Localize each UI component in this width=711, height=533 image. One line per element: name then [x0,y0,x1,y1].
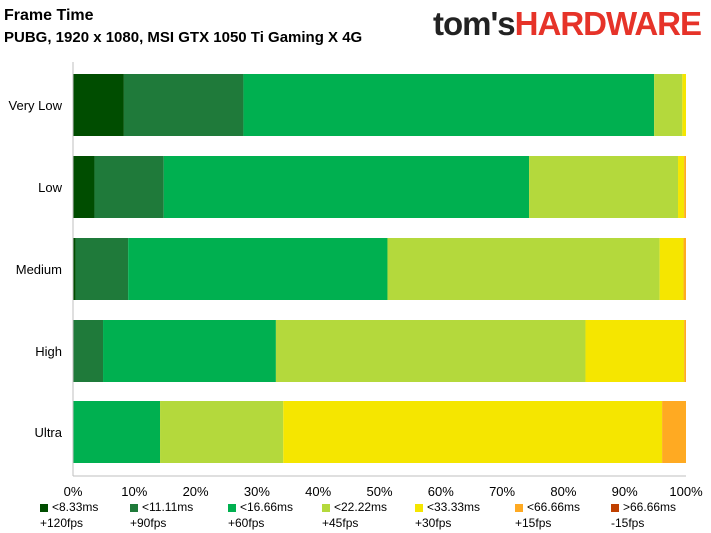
legend-swatch [228,504,236,512]
bar-segment-2-0 [73,238,76,300]
legend-fps-label: +15fps [515,516,552,530]
legend-fps-label: +120fps [40,516,84,530]
bar-segment-3-1 [73,320,104,382]
legend-swatch [611,504,619,512]
bar-segment-4-2 [73,401,161,463]
legend-swatch [130,504,138,512]
legend-label: <66.66ms [527,500,581,514]
legend-fps-label: +60fps [228,516,265,530]
legend-label: >66.66ms [623,500,677,514]
bar-segment-0-3 [654,74,683,136]
x-tick-label: 50% [366,484,392,499]
bar-segment-1-4 [678,156,685,218]
bar-segment-2-3 [387,238,660,300]
bar-segment-0-2 [243,74,655,136]
bar-segment-0-0 [73,74,124,136]
x-tick-label: 70% [489,484,515,499]
bar-segment-3-4 [585,320,685,382]
bar-segment-3-3 [275,320,586,382]
bar-segment-2-4 [659,238,684,300]
legend-fps-label: +30fps [415,516,452,530]
brand-logo: tom'sHARDWARE [432,5,702,42]
x-tick-label: 90% [612,484,638,499]
chart-title: Frame Time [4,7,94,24]
x-tick-label: 0% [64,484,83,499]
legend-fps-label: +90fps [130,516,167,530]
bar-segment-2-1 [75,238,129,300]
bar-segment-1-1 [94,156,164,218]
legend-label: <11.11ms [142,500,194,514]
bar-segment-1-0 [73,156,95,218]
x-tick-label: 60% [428,484,454,499]
bar-segment-3-5 [684,320,686,382]
x-tick-label: 10% [121,484,147,499]
category-label: Very Low [9,98,63,113]
x-tick-label: 80% [550,484,576,499]
x-tick-label: 40% [305,484,331,499]
bar-segment-2-2 [128,238,388,300]
bar-segment-1-2 [163,156,530,218]
legend-label: <16.66ms [240,500,294,514]
x-tick-label: 100% [669,484,703,499]
legend-fps-label: -15fps [611,516,645,530]
legend-swatch [515,504,523,512]
bar-segment-4-4 [283,401,663,463]
bar-segment-1-3 [529,156,679,218]
legend-swatch [322,504,330,512]
legend-swatch [415,504,423,512]
legend-label: <33.33ms [427,500,481,514]
category-label: Medium [16,262,62,277]
legend-label: <22.22ms [334,500,388,514]
bar-segment-0-4 [682,74,686,136]
legend-fps-label: +45fps [322,516,359,530]
category-label: High [35,344,62,359]
chart-subtitle: PUBG, 1920 x 1080, MSI GTX 1050 Ti Gamin… [4,29,363,46]
legend-label: <8.33ms [52,500,99,514]
bar-segment-4-3 [160,401,284,463]
bar-segment-3-2 [103,320,276,382]
x-tick-label: 30% [244,484,270,499]
bar-segment-2-5 [683,238,686,300]
chart-legend: <8.33ms +120fps <11.11ms +90fps <16.66ms +60f… [0,500,711,533]
x-tick-label: 20% [183,484,209,499]
legend-swatch [40,504,48,512]
stacked-bar-chart: Very Low Low Medium High Ultra 0% 10% 20% 30% 40%… [9,62,703,499]
category-label: Low [38,180,62,195]
bar-segment-1-5 [684,156,686,218]
category-label: Ultra [35,425,63,440]
bar-segment-0-1 [123,74,244,136]
bar-segment-4-5 [662,401,686,463]
